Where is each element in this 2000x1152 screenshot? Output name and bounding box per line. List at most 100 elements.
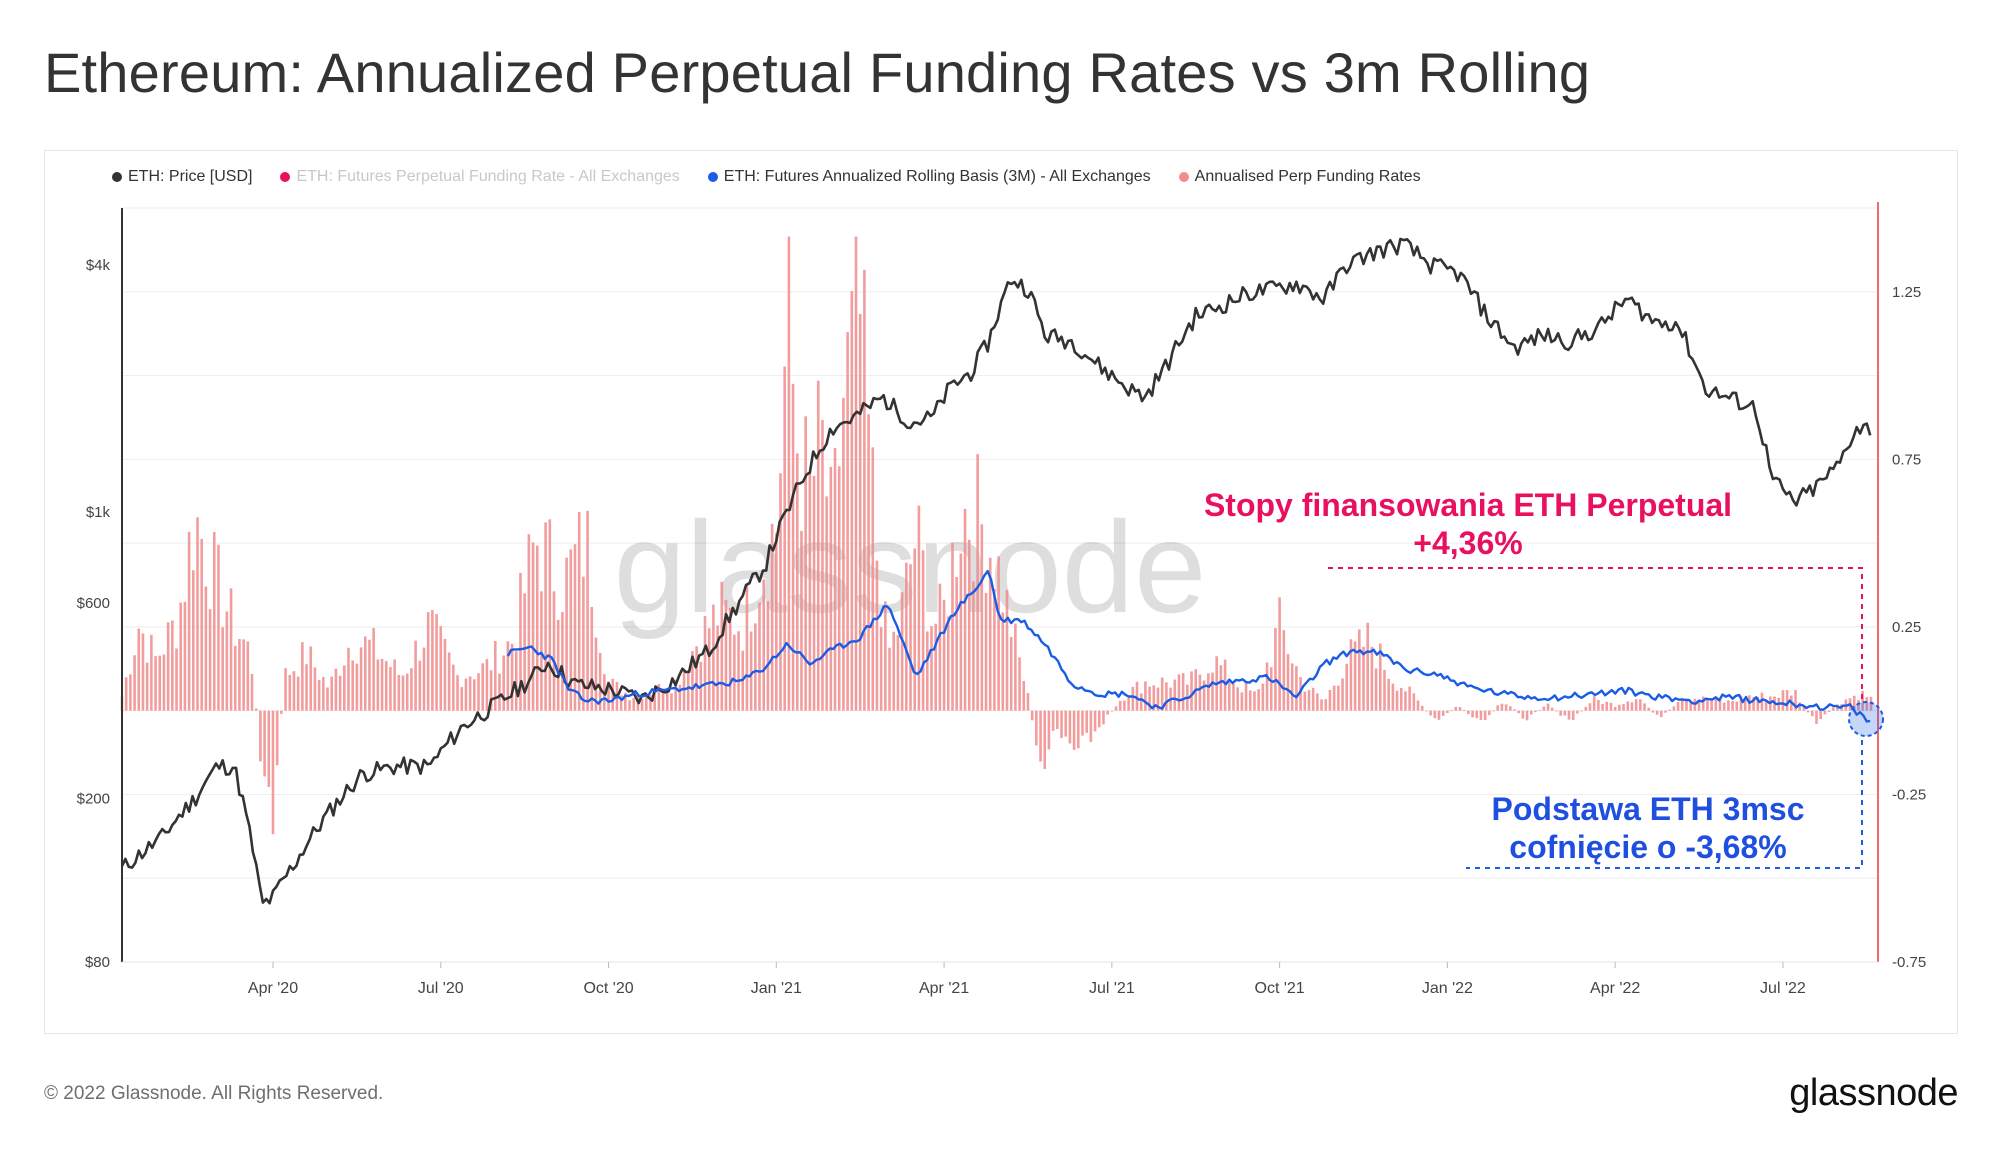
funding-bar bbox=[414, 640, 417, 711]
funding-bar bbox=[1286, 654, 1290, 711]
funding-bar bbox=[384, 660, 388, 711]
funding-bar bbox=[1605, 701, 1609, 711]
legend-item-rolling-basis[interactable]: ETH: Futures Annualized Rolling Basis (3… bbox=[707, 168, 1151, 186]
funding-bar bbox=[1743, 699, 1747, 711]
funding-bar bbox=[192, 570, 195, 711]
funding-bar bbox=[720, 581, 724, 711]
funding-bar bbox=[745, 585, 749, 711]
funding-bar bbox=[942, 599, 946, 711]
funding-bar bbox=[1865, 697, 1869, 711]
x-tick-label: Jul '22 bbox=[1760, 980, 1806, 997]
funding-bar bbox=[1706, 699, 1709, 711]
funding-bar bbox=[380, 658, 384, 711]
funding-bar bbox=[1324, 699, 1328, 711]
funding-bar bbox=[514, 651, 518, 711]
funding-bar bbox=[728, 608, 732, 711]
funding-bar bbox=[1261, 683, 1265, 711]
legend-item-perp-funding-rate[interactable]: ETH: Futures Perpetual Funding Rate - Al… bbox=[280, 168, 680, 186]
funding-bar bbox=[473, 679, 476, 711]
funding-bar bbox=[1118, 700, 1122, 711]
funding-bar bbox=[351, 660, 354, 711]
funding-bar bbox=[1009, 636, 1013, 711]
funding-bar bbox=[150, 634, 153, 711]
funding-bar bbox=[1026, 693, 1030, 711]
annotation-guides bbox=[1328, 567, 1884, 869]
funding-bar bbox=[1341, 678, 1344, 711]
funding-bar bbox=[238, 639, 241, 711]
x-tick-label: Jan '21 bbox=[751, 980, 802, 997]
funding-bar bbox=[1190, 671, 1193, 711]
funding-bar bbox=[1068, 710, 1072, 744]
funding-bar bbox=[1710, 700, 1713, 711]
funding-bar bbox=[1064, 710, 1068, 737]
funding-bar bbox=[468, 676, 472, 711]
funding-bar bbox=[342, 665, 346, 711]
eth-price-line bbox=[120, 237, 1872, 905]
funding-bar bbox=[1001, 612, 1005, 711]
funding-bar bbox=[1202, 680, 1206, 711]
funding-bar bbox=[598, 652, 602, 711]
funding-bar bbox=[1278, 597, 1281, 711]
funding-bar bbox=[523, 593, 526, 711]
funding-bar bbox=[1752, 697, 1755, 711]
funding-bar bbox=[988, 557, 992, 711]
funding-bar bbox=[1475, 710, 1479, 719]
funding-bar bbox=[1559, 710, 1562, 716]
left-tick-label: $1k bbox=[86, 504, 111, 521]
funding-bar bbox=[1521, 710, 1525, 719]
funding-bar bbox=[221, 627, 224, 711]
funding-bar bbox=[309, 646, 313, 711]
funding-bar bbox=[674, 679, 677, 711]
funding-bar bbox=[1496, 705, 1500, 711]
funding-bar bbox=[1668, 709, 1671, 711]
funding-bar bbox=[1597, 700, 1600, 711]
funding-bar bbox=[754, 623, 757, 711]
left-tick-label: $4k bbox=[86, 257, 111, 274]
funding-bar bbox=[1282, 630, 1286, 711]
funding-bar bbox=[1680, 700, 1684, 711]
funding-bar bbox=[858, 313, 862, 711]
funding-bar bbox=[1567, 710, 1571, 720]
funding-bar bbox=[1714, 697, 1718, 711]
funding-bar bbox=[527, 534, 531, 711]
funding-bar bbox=[795, 453, 799, 711]
funding-bar bbox=[1207, 673, 1210, 711]
funding-bar bbox=[1043, 710, 1047, 769]
funding-bar bbox=[632, 698, 636, 711]
funding-bar bbox=[816, 380, 820, 711]
funding-bar bbox=[1454, 706, 1458, 711]
funding-bar bbox=[569, 549, 573, 711]
funding-bar bbox=[703, 616, 707, 711]
funding-bar bbox=[884, 601, 887, 711]
series-lines bbox=[120, 237, 1872, 905]
funding-bar bbox=[808, 472, 812, 711]
funding-bar bbox=[1005, 589, 1009, 711]
funding-bar bbox=[1123, 700, 1126, 711]
funding-bar bbox=[204, 586, 208, 711]
basis-annotation-value: cofnięcie o -3,68% bbox=[1509, 829, 1787, 865]
funding-bar bbox=[493, 640, 497, 711]
funding-bar bbox=[691, 651, 694, 711]
funding-bar bbox=[1420, 705, 1424, 711]
funding-bar bbox=[464, 678, 468, 711]
funding-annotation-value: +4,36% bbox=[1413, 525, 1523, 561]
x-tick-label: Apr '21 bbox=[919, 980, 969, 997]
funding-bar bbox=[766, 601, 770, 711]
funding-bar bbox=[875, 560, 879, 711]
funding-bar bbox=[1697, 700, 1701, 711]
funding-bar bbox=[1035, 710, 1038, 746]
funding-bar bbox=[1269, 667, 1273, 711]
legend-item-annualised-funding[interactable]: Annualised Perp Funding Rates bbox=[1178, 168, 1421, 186]
funding-bar bbox=[900, 592, 904, 711]
legend-item-eth-price[interactable]: ETH: Price [USD] bbox=[112, 168, 252, 186]
funding-bar bbox=[212, 532, 216, 711]
funding-bar bbox=[246, 641, 250, 711]
funding-bar bbox=[280, 710, 283, 714]
funding-bar bbox=[208, 609, 212, 711]
funding-bar bbox=[1290, 663, 1294, 711]
funding-bar bbox=[1181, 673, 1185, 711]
funding-bar bbox=[1534, 710, 1537, 713]
funding-bar bbox=[250, 673, 254, 711]
funding-bar bbox=[254, 708, 258, 711]
funding-bar bbox=[1085, 710, 1088, 733]
